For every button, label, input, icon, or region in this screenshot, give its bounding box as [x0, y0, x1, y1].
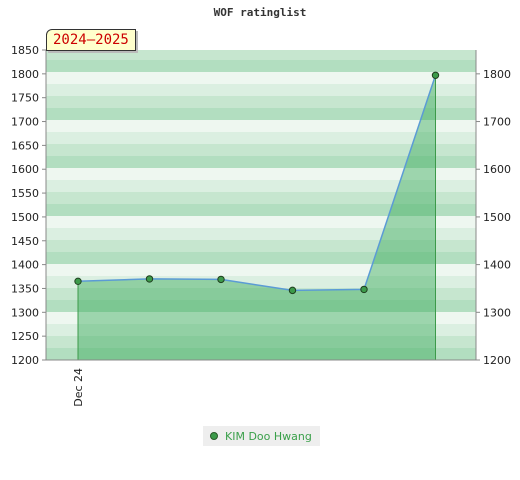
background-band	[46, 288, 476, 300]
legend[interactable]: KIM Doo Hwang	[203, 426, 320, 446]
data-point	[217, 275, 225, 284]
background-band	[46, 240, 476, 252]
y-axis-left: 1200 1250 1300 1350 1400 1450 1500 1550 1600 1650…	[11, 44, 47, 367]
y-tick-label-left: 1450	[11, 235, 39, 248]
y-tick-label-right: 1300	[483, 306, 511, 319]
background-band	[46, 84, 476, 96]
background-band	[46, 252, 476, 264]
background-band	[46, 156, 476, 168]
season-badge: 2024–2025	[46, 29, 136, 51]
y-tick-label-left: 1600	[11, 163, 39, 176]
y-tick-label-left: 1700	[11, 116, 39, 129]
background-band	[46, 300, 476, 312]
y-tick-label-left: 1350	[11, 282, 39, 295]
y-tick-label-left: 1300	[11, 306, 39, 319]
data-point	[360, 285, 368, 294]
y-tick-label-left: 1650	[11, 139, 39, 152]
y-tick-label-left: 1500	[11, 211, 39, 224]
series-area	[78, 75, 436, 361]
y-tick-label-right: 1800	[483, 68, 511, 81]
background-band	[46, 336, 476, 348]
y-tick-label-right: 1600	[483, 163, 511, 176]
y-tick-label-left: 1200	[11, 354, 39, 367]
background-band	[46, 72, 476, 84]
background-bands	[46, 50, 476, 360]
background-band	[46, 228, 476, 240]
legend-marker-icon	[210, 432, 218, 440]
y-tick-label-left: 1250	[11, 330, 39, 343]
y-tick-label-left: 1750	[11, 92, 39, 105]
background-band	[46, 348, 476, 360]
y-tick-label-left: 1400	[11, 259, 39, 272]
y-tick-label-left: 1550	[11, 187, 39, 200]
background-band	[46, 204, 476, 216]
x-axis: Dec 24	[46, 359, 476, 407]
y-tick-label-right: 1500	[483, 211, 511, 224]
data-points	[74, 71, 440, 295]
background-band	[46, 168, 476, 180]
background-band	[46, 144, 476, 156]
y-tick-label-right: 1400	[483, 259, 511, 272]
background-band	[46, 216, 476, 228]
background-band	[46, 60, 476, 72]
y-tick-label-right: 1200	[483, 354, 511, 367]
background-band	[46, 132, 476, 144]
y-tick-label-left: 1800	[11, 68, 39, 81]
background-band	[46, 192, 476, 204]
data-point	[431, 71, 440, 79]
x-tick-label: Dec 24	[72, 368, 85, 407]
background-band	[46, 108, 476, 120]
background-band	[46, 50, 476, 60]
background-band	[46, 312, 476, 324]
chart-title: WOF ratinglist	[213, 6, 307, 19]
legend-label: KIM Doo Hwang	[225, 429, 312, 443]
background-band	[46, 96, 476, 108]
data-point	[74, 277, 82, 286]
data-point	[288, 286, 297, 295]
background-band	[46, 180, 476, 192]
area-layer	[77, 75, 437, 361]
background-band	[46, 264, 476, 276]
y-tick-label-left: 1850	[11, 44, 39, 57]
y-tick-label-right: 1700	[483, 116, 511, 129]
y-axis-right: 1200 1300 1400 1500 1600 1700 1800	[475, 50, 511, 367]
background-band	[46, 120, 476, 132]
series-line	[77, 75, 437, 292]
background-band	[46, 324, 476, 336]
data-point	[145, 275, 154, 283]
